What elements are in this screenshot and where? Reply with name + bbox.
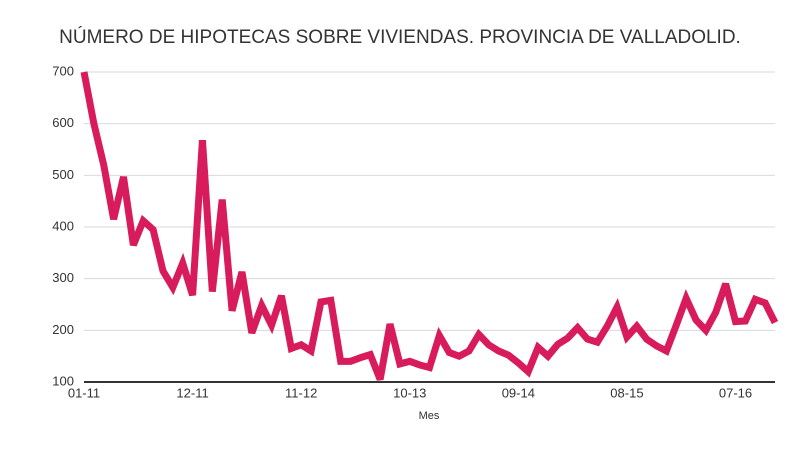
y-tick-label: 300 — [52, 270, 74, 285]
y-tick-label: 200 — [52, 322, 74, 337]
y-tick-label: 400 — [52, 218, 74, 233]
chart-title: NÚMERO DE HIPOTECAS SOBRE VIVIENDAS. PRO… — [59, 26, 741, 48]
x-tick-label: 09-14 — [502, 385, 535, 400]
y-tick-label: 100 — [52, 373, 74, 388]
x-axis-title: Mes — [419, 410, 440, 422]
x-tick-label: 11-12 — [285, 385, 317, 400]
x-tick-label: 07-16 — [719, 385, 752, 400]
x-tick-label: 10-13 — [393, 385, 426, 400]
y-tick-label: 700 — [52, 63, 74, 78]
x-tick-label: 01-11 — [68, 385, 100, 400]
x-tick-label: 08-15 — [610, 385, 643, 400]
y-tick-label: 600 — [52, 115, 74, 130]
x-tick-label: 12-11 — [176, 385, 208, 400]
data-line — [80, 71, 779, 381]
y-tick-label: 500 — [52, 167, 74, 182]
